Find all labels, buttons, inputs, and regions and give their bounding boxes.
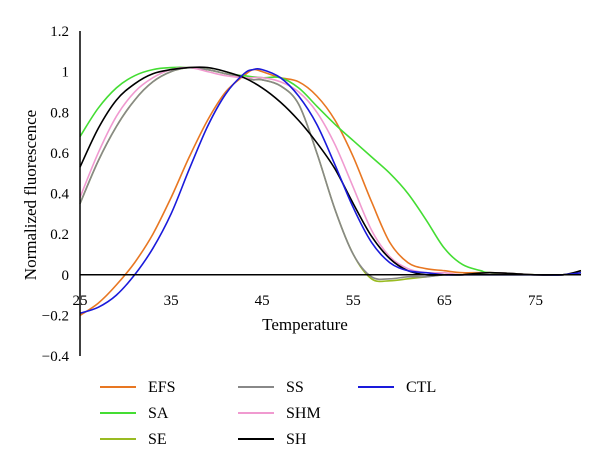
- y-tick-label: −0.4: [42, 349, 70, 365]
- y-tick-label: 0: [62, 268, 70, 284]
- y-axis-label: Normalized fluorescence: [21, 110, 40, 280]
- legend-label-ctl: CTL: [406, 379, 436, 396]
- x-axis-label: Temperature: [262, 315, 348, 334]
- y-tick-label: 0.4: [50, 187, 69, 203]
- series-layer: [79, 66, 582, 317]
- y-tick-labels: 1.2 1 0.8 0.6 0.4 0.2 0 −0.2 −0.4: [42, 24, 70, 365]
- legend-label-sa: SA: [148, 405, 169, 422]
- x-tick-label: 65: [437, 293, 452, 309]
- y-tick-label: 0.8: [50, 105, 69, 121]
- series-line-ctl: [79, 68, 582, 315]
- x-tick-label: 25: [73, 293, 88, 309]
- series-line-sa: [79, 66, 582, 276]
- x-tick-label: 35: [164, 293, 179, 309]
- x-tick-label: 55: [346, 293, 361, 309]
- x-tick-labels: 25 35 45 55 65 75: [73, 293, 543, 309]
- legend-label-shm: SHM: [286, 405, 321, 422]
- x-tick-label: 45: [255, 293, 270, 309]
- y-tick-label: 1: [62, 65, 70, 81]
- x-tick-label: 75: [528, 293, 543, 309]
- legend-label-se: SE: [148, 431, 167, 448]
- y-tick-label: 0.6: [50, 146, 69, 162]
- series-line-ss: [79, 66, 582, 281]
- series-line-se: [79, 66, 582, 283]
- legend-label-ss: SS: [286, 379, 304, 396]
- y-tick-label: 1.2: [50, 24, 69, 40]
- legend: EFS SA SE SS SHM SH CTL: [100, 379, 436, 448]
- y-tick-label: 0.2: [50, 227, 69, 243]
- y-tick-label: −0.2: [42, 308, 69, 324]
- legend-label-sh: SH: [286, 431, 307, 448]
- legend-label-efs: EFS: [148, 379, 176, 396]
- series-line-efs: [79, 68, 582, 317]
